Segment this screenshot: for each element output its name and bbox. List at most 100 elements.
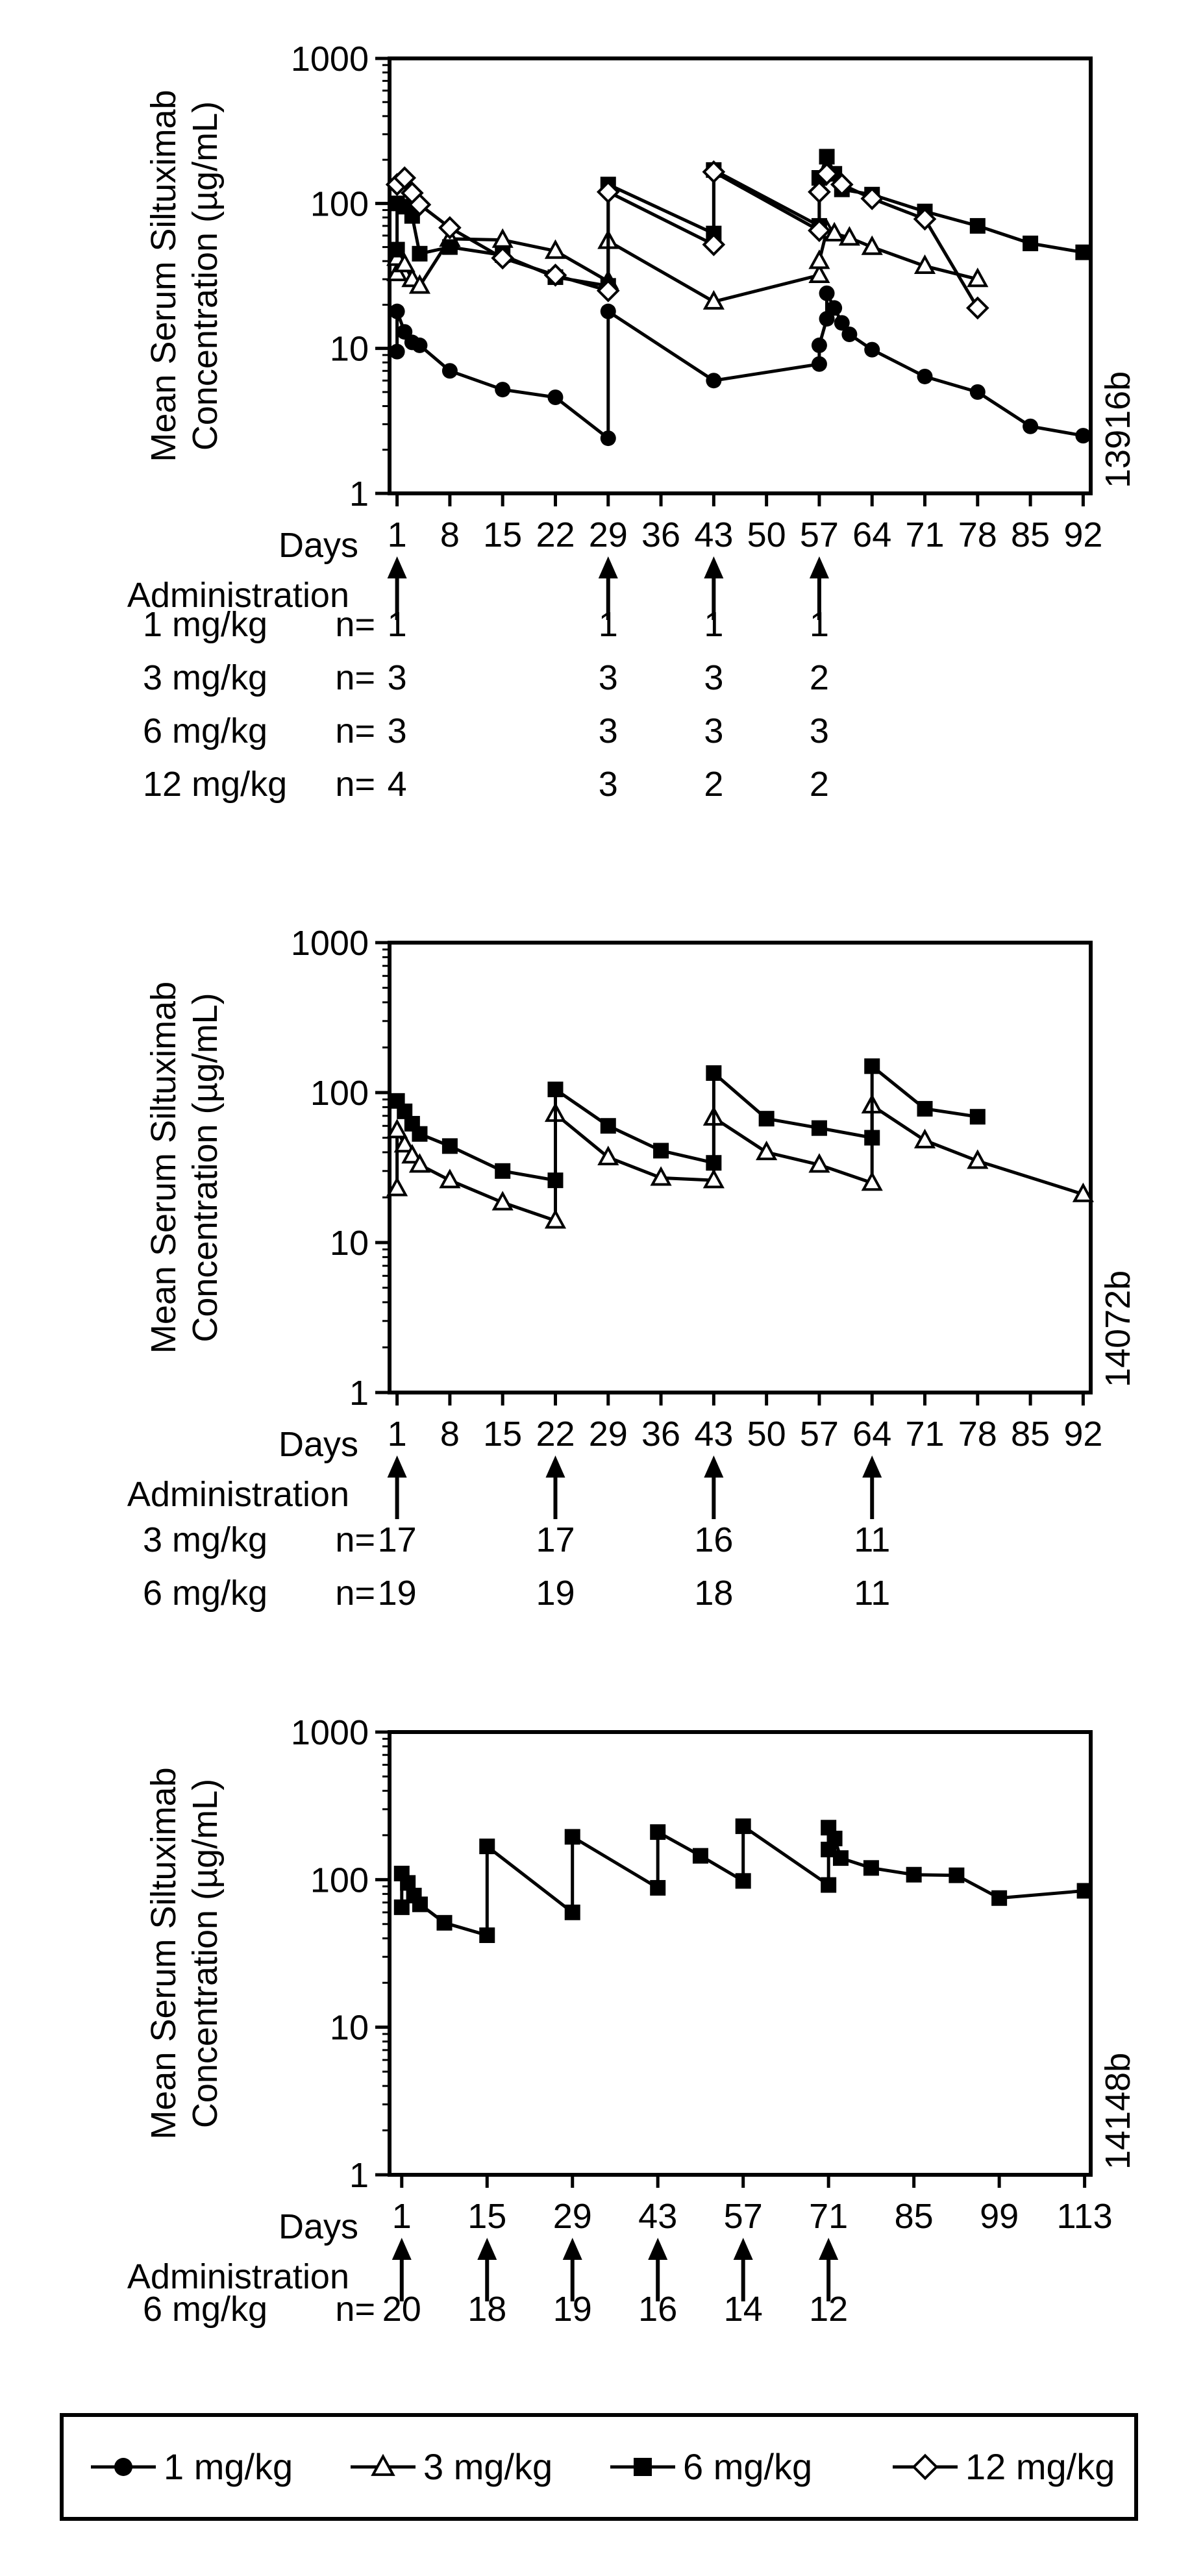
n-row: 6 mg/kg n= 3 3 3 3 [143, 712, 829, 750]
n-value: 18 [694, 1574, 733, 1613]
legend-marker-icon [912, 2453, 939, 2481]
x-tick-label: 8 [440, 1415, 460, 1454]
data-point [412, 1126, 428, 1142]
data-point [1076, 1883, 1093, 1899]
data-point [650, 1166, 672, 1186]
data-point [861, 1171, 883, 1191]
data-point [547, 1172, 564, 1189]
x-tick-label: 64 [852, 515, 891, 554]
data-point [735, 1873, 751, 1889]
x-tick-label: 50 [747, 515, 786, 554]
data-point [596, 180, 620, 204]
n-value: 1 [599, 605, 618, 644]
n-value: 14 [724, 2290, 763, 2329]
x-tick-label: 22 [536, 1415, 575, 1454]
data-point [564, 1829, 580, 1845]
data-point [969, 217, 986, 234]
x-tick-label: 29 [553, 2197, 592, 2236]
data-point [756, 1140, 778, 1161]
administration-label: Administration [127, 576, 349, 615]
data-point [702, 290, 725, 310]
administration-arrow [809, 556, 829, 620]
y-axis-label-line: Concentration (µg/mL) [186, 101, 225, 451]
legend-label: 6 mg/kg [683, 2446, 812, 2487]
data-point [386, 1176, 408, 1196]
n-value: 11 [854, 1574, 890, 1613]
data-point [479, 1927, 495, 1943]
data-point [393, 166, 417, 190]
administration-arrow [391, 2238, 412, 2301]
data-point [706, 1155, 722, 1171]
administration-arrow [598, 556, 618, 620]
administration-arrow [648, 2238, 668, 2301]
legend: 1 mg/kg 3 mg/kg 6 mg/kg 12 mg/kg [60, 2413, 1138, 2521]
data-point [389, 343, 405, 360]
dose-label: 3 mg/kg [143, 1520, 267, 1559]
x-tick-label: 15 [483, 515, 522, 554]
dose-label: 6 mg/kg [143, 2290, 267, 2329]
data-point [969, 1109, 986, 1125]
data-point [1075, 244, 1091, 260]
data-point [692, 1848, 708, 1864]
dose-label: 1 mg/kg [143, 605, 267, 644]
data-point [808, 1153, 830, 1173]
data-point [1023, 235, 1039, 251]
data-point [386, 1119, 408, 1139]
n-value: 3 [704, 658, 723, 697]
series-line [395, 228, 978, 304]
n-value: 4 [388, 765, 407, 804]
plot-frame [388, 56, 1093, 495]
dose-label: 6 mg/kg [143, 1574, 267, 1613]
data-point [917, 368, 933, 384]
n-value: 2 [704, 765, 723, 804]
x-tick-label: 15 [483, 1415, 522, 1454]
y-tick-label: 1000 [291, 40, 369, 79]
data-point [967, 267, 989, 288]
data-point [819, 149, 835, 165]
data-point [547, 389, 564, 405]
data-point [495, 382, 511, 398]
data-point [439, 1169, 461, 1189]
y-axis-label: Mean Serum Siltuximab Concentration (µg/m… [144, 1767, 225, 2139]
data-point [408, 193, 432, 217]
plot-frame [388, 1730, 1093, 2177]
data-point [543, 264, 567, 287]
data-point [408, 1153, 431, 1173]
data-point [393, 253, 416, 273]
data-point [823, 221, 845, 242]
data-point [969, 384, 986, 400]
data-point [1023, 418, 1039, 434]
n-value: 3 [704, 712, 723, 750]
data-point [811, 337, 827, 353]
x-tick-label: 43 [694, 515, 733, 554]
series-6-mg-kg [389, 1058, 986, 1189]
data-point [441, 239, 458, 255]
data-point [436, 1914, 453, 1931]
data-point [389, 242, 405, 258]
y-tick-label: 10 [330, 1224, 369, 1263]
data-point [838, 226, 860, 246]
series-3-mg-kg [386, 219, 989, 310]
data-point [401, 1144, 423, 1164]
x-tick-label: 71 [905, 1415, 944, 1454]
n-row: 6 mg/kg n= 20 18 19 16 14 12 [143, 2290, 848, 2329]
n-value: 1 [704, 605, 723, 644]
administration-arrow [733, 2238, 753, 2301]
n-value: 19 [553, 2290, 592, 2329]
x-axis-label: Days [279, 1425, 358, 1464]
plot-frame [388, 941, 1093, 1394]
x-tick-label: 57 [724, 2197, 763, 2236]
series-6-mg-kg [393, 1818, 1093, 1943]
legend-marker-icon [114, 2458, 132, 2476]
series-1-mg-kg [389, 285, 1091, 447]
x-tick-label: 43 [638, 2197, 677, 2236]
data-point [479, 1839, 495, 1855]
x-tick-label: 92 [1063, 1415, 1102, 1454]
figure-code-label: 14072b [1098, 1270, 1137, 1387]
n-value: 16 [638, 2290, 677, 2329]
data-point [860, 187, 884, 210]
data-point [808, 180, 831, 204]
data-point [821, 1877, 837, 1893]
n-value: 3 [599, 658, 618, 697]
y-tick-label: 1000 [291, 1713, 369, 1752]
